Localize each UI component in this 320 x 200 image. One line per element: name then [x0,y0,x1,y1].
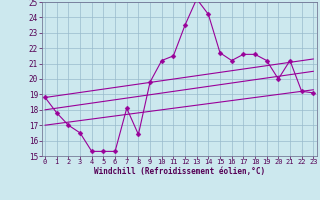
X-axis label: Windchill (Refroidissement éolien,°C): Windchill (Refroidissement éolien,°C) [94,167,265,176]
